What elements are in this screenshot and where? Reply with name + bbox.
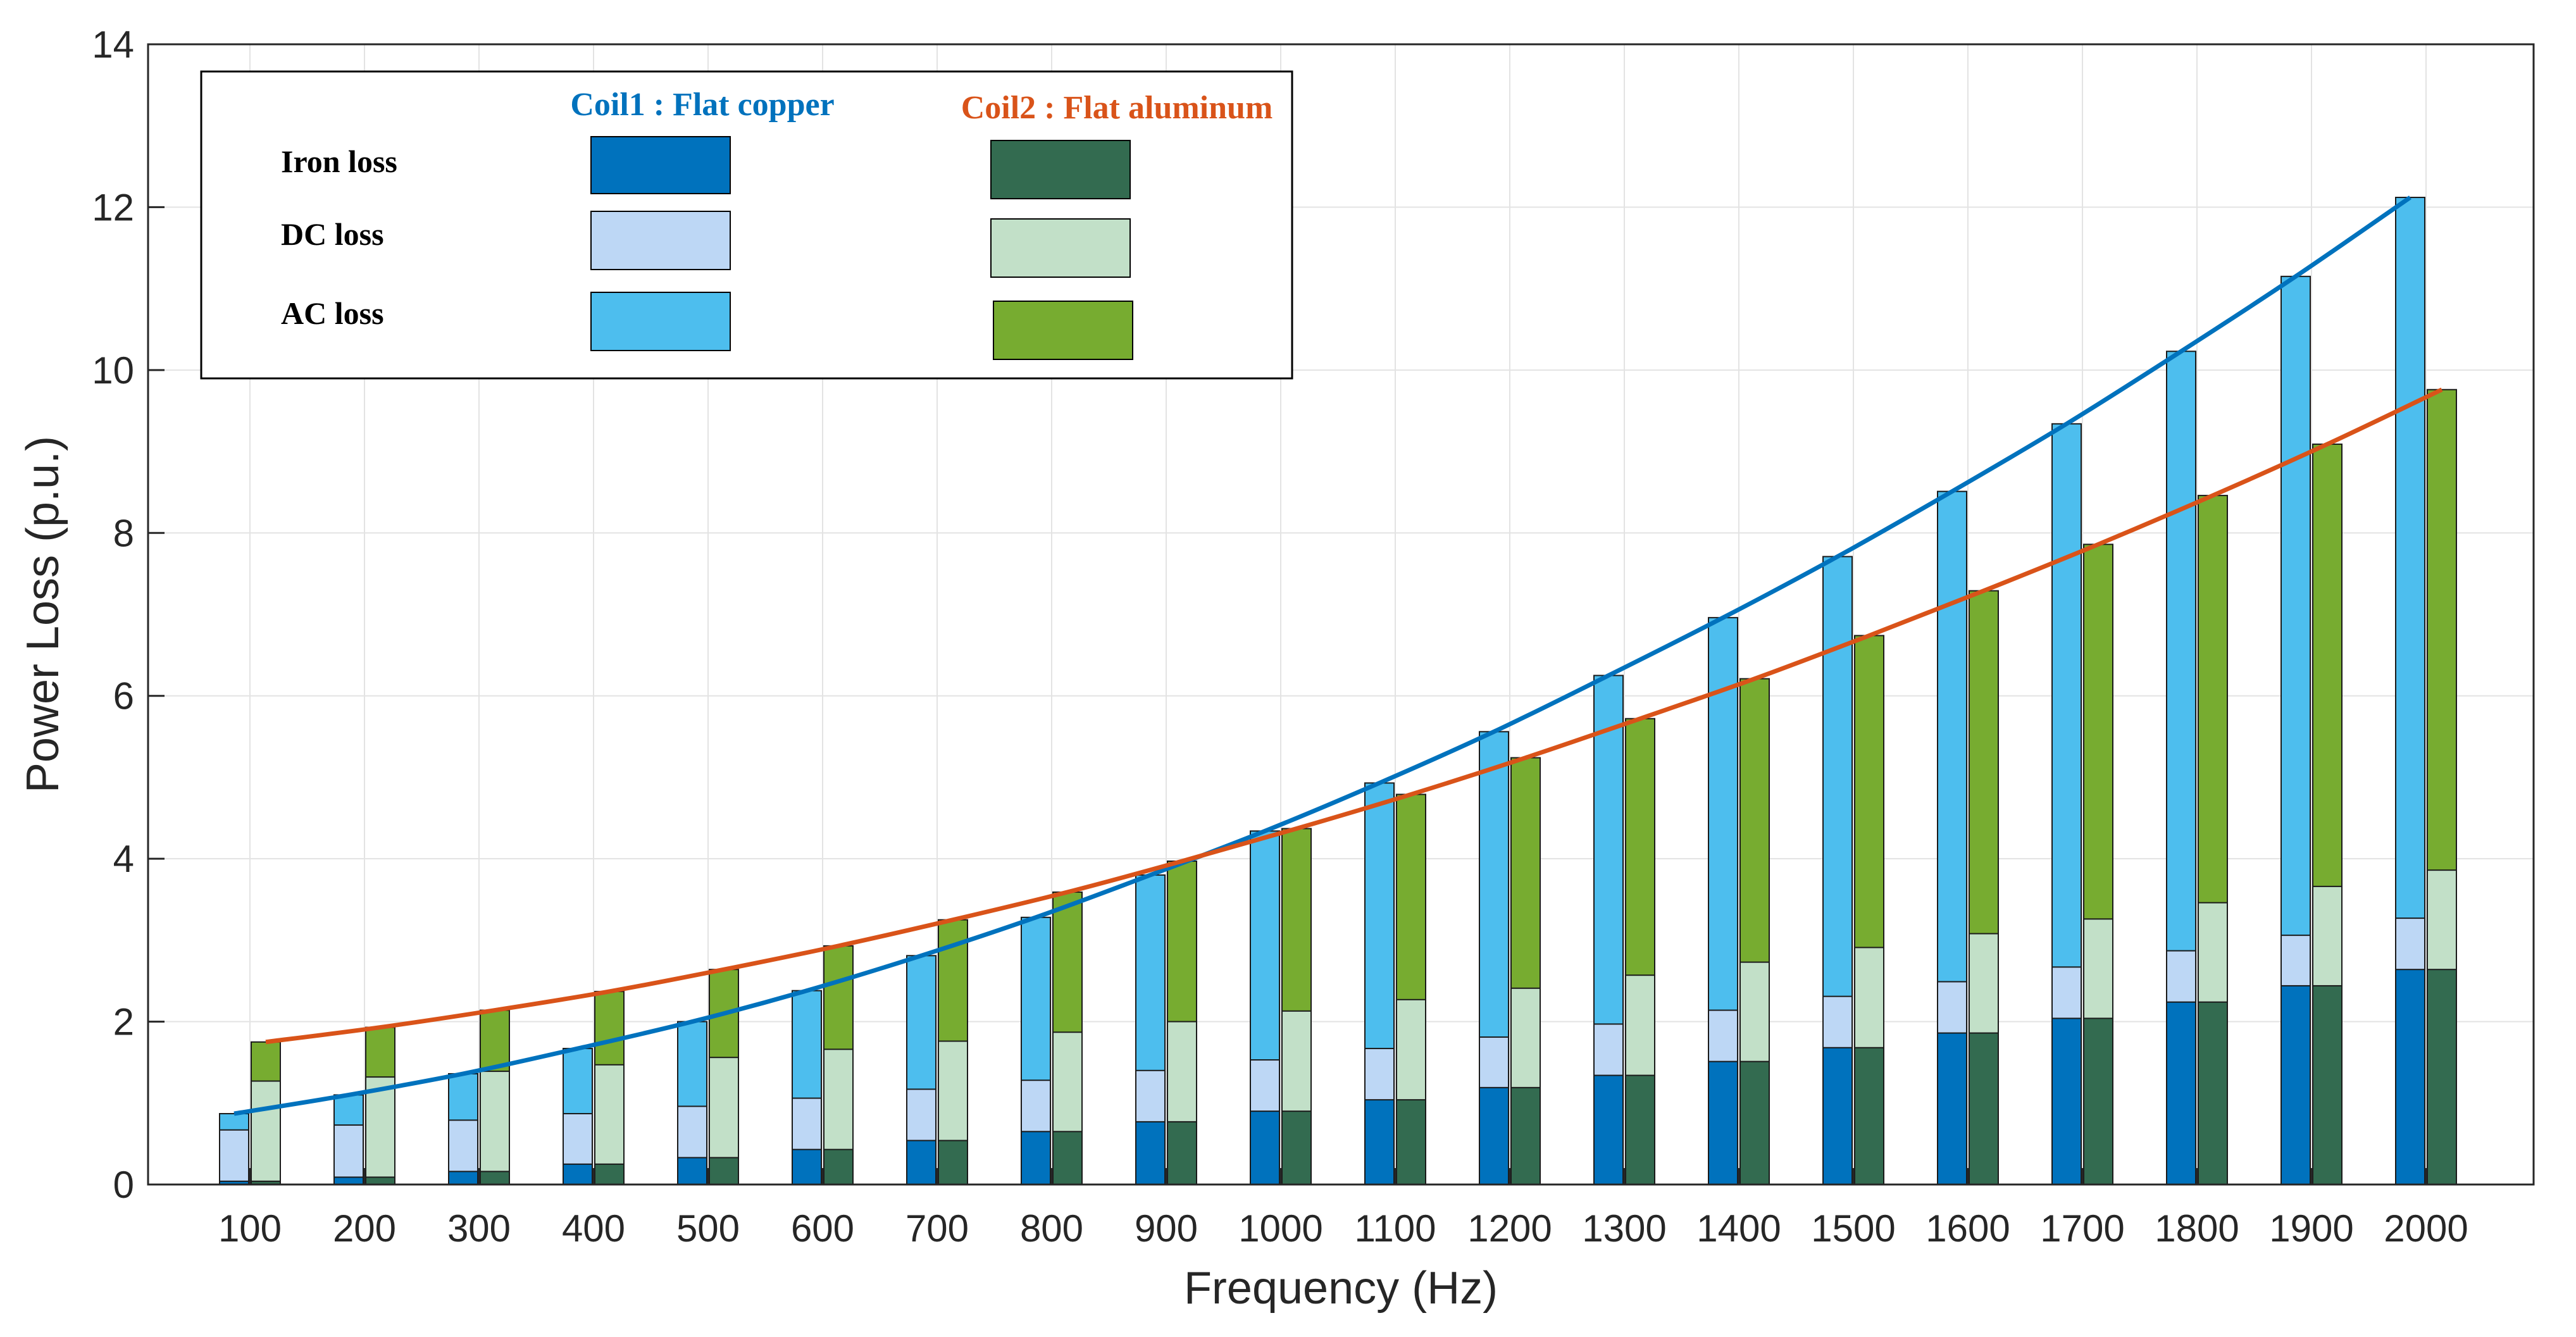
coil1-iron-bar bbox=[792, 1148, 822, 1185]
y-axis-ticks: 0 2 4 6 8 10 12 14 bbox=[92, 23, 165, 1206]
coil2-iron-bar bbox=[1739, 1060, 1770, 1186]
coil1-iron-bar bbox=[2166, 1001, 2196, 1186]
coil1-iron-bar bbox=[1021, 1131, 1051, 1185]
coil2-iron-bar bbox=[1510, 1086, 1541, 1185]
plot-frame bbox=[147, 43, 2535, 1186]
legend-row-iron: Iron loss bbox=[281, 144, 397, 179]
coil1-dc-bar bbox=[219, 1129, 249, 1186]
coil2-iron-bar bbox=[2427, 969, 2457, 1186]
x-tick-label: 1500 bbox=[1811, 1207, 1895, 1250]
legend: Coil1 : Flat copper Coil2 : Flat aluminu… bbox=[200, 70, 1293, 380]
x-axis-ticks: 100 200 300 400 500 600 700 800 900 1000 1100 1200 1… bbox=[218, 1168, 2468, 1250]
y-tick-label: 8 bbox=[113, 512, 134, 554]
coil1-iron-bar bbox=[333, 1176, 364, 1186]
x-tick-label: 1400 bbox=[1696, 1207, 1781, 1250]
coil1-iron-bar bbox=[677, 1157, 707, 1186]
coil2-iron-bar bbox=[594, 1163, 625, 1185]
coil2-iron-bar bbox=[1969, 1032, 1999, 1185]
x-tick-label: 1000 bbox=[1238, 1207, 1322, 1250]
coil1-iron-bar bbox=[1937, 1032, 1967, 1185]
y-tick-label: 2 bbox=[113, 1001, 134, 1043]
coil1-iron-bar bbox=[1708, 1060, 1738, 1186]
x-tick-label: 1200 bbox=[1467, 1207, 1552, 1250]
coil2-iron-bar bbox=[365, 1176, 395, 1186]
legend-swatch-coil2-iron bbox=[990, 140, 1131, 199]
legend-swatch-coil2-ac bbox=[993, 301, 1133, 360]
legend-coil2-header: Coil2 : Flat aluminum bbox=[961, 90, 1273, 126]
x-tick-label: 700 bbox=[905, 1207, 969, 1250]
coil1-iron-bar bbox=[1479, 1086, 1509, 1185]
coil2-iron-bar bbox=[1281, 1110, 1312, 1185]
coil1-iron-bar bbox=[563, 1163, 593, 1185]
y-tick-label: 4 bbox=[113, 838, 134, 880]
coil1-iron-bar bbox=[1364, 1099, 1395, 1185]
coil2-trend-line bbox=[265, 387, 2443, 1045]
coil1-iron-bar bbox=[448, 1171, 478, 1186]
x-axis-title: Frequency (Hz) bbox=[1184, 1263, 1498, 1314]
y-tick-label: 14 bbox=[92, 23, 134, 66]
legend-swatch-coil1-dc bbox=[590, 211, 731, 270]
x-tick-label: 1100 bbox=[1354, 1207, 1436, 1250]
x-tick-label: 400 bbox=[562, 1207, 625, 1250]
legend-row-dc: DC loss bbox=[281, 216, 384, 252]
x-tick-label: 2000 bbox=[2384, 1207, 2468, 1250]
coil1-iron-bar bbox=[1250, 1110, 1280, 1185]
x-tick-label: 900 bbox=[1135, 1207, 1198, 1250]
coil1-iron-bar bbox=[1822, 1047, 1853, 1186]
x-tick-label: 500 bbox=[676, 1207, 740, 1250]
coil1-iron-bar bbox=[1135, 1121, 1166, 1186]
legend-swatch-coil1-ac bbox=[590, 292, 731, 351]
coil2-iron-bar bbox=[1854, 1047, 1884, 1186]
coil2-dc-bar bbox=[251, 1080, 281, 1185]
legend-swatch-coil1-iron bbox=[590, 136, 731, 194]
legend-row-ac: AC loss bbox=[281, 295, 384, 331]
y-axis-title: Power Loss (p.u.) bbox=[18, 436, 68, 793]
coil2-dc-bar bbox=[480, 1071, 510, 1186]
y-tick-label: 12 bbox=[92, 186, 134, 228]
legend-swatch-coil2-dc bbox=[990, 218, 1131, 278]
coil2-iron-bar bbox=[2312, 985, 2343, 1185]
coil2-iron-bar bbox=[938, 1140, 968, 1185]
x-tick-label: 1700 bbox=[2040, 1207, 2124, 1250]
y-tick-label: 6 bbox=[113, 675, 134, 718]
coil2-iron-bar bbox=[1167, 1121, 1197, 1186]
y-tick-label: 0 bbox=[113, 1164, 134, 1206]
x-tick-label: 1900 bbox=[2269, 1207, 2353, 1250]
coil1-iron-bar bbox=[1593, 1074, 1624, 1185]
coil2-iron-bar bbox=[1625, 1074, 1655, 1185]
coil2-iron-bar bbox=[2083, 1017, 2113, 1185]
x-tick-label: 100 bbox=[218, 1207, 282, 1250]
coil2-iron-bar bbox=[823, 1148, 854, 1185]
x-tick-label: 200 bbox=[333, 1207, 396, 1250]
coil1-trend-line bbox=[233, 196, 2411, 1116]
coil1-iron-bar bbox=[2051, 1017, 2082, 1185]
trend-lines bbox=[233, 196, 2443, 1116]
coil1-iron-bar bbox=[2395, 969, 2425, 1186]
coil1-iron-bar bbox=[2280, 985, 2311, 1185]
x-tick-label: 800 bbox=[1020, 1207, 1083, 1250]
coil2-iron-bar bbox=[480, 1171, 510, 1186]
x-tick-label: 1300 bbox=[1582, 1207, 1666, 1250]
coil2-iron-bar bbox=[1396, 1099, 1426, 1185]
x-tick-label: 1800 bbox=[2155, 1207, 2239, 1250]
coil2-dc-bar bbox=[365, 1076, 395, 1186]
legend-coil1-header: Coil1 : Flat copper bbox=[570, 87, 834, 123]
coil2-iron-bar bbox=[1052, 1131, 1083, 1185]
coil1-iron-bar bbox=[906, 1140, 936, 1185]
x-tick-label: 300 bbox=[447, 1207, 511, 1250]
coil2-iron-bar bbox=[2198, 1001, 2228, 1186]
x-tick-label: 600 bbox=[791, 1207, 854, 1250]
x-tick-label: 1600 bbox=[1926, 1207, 2010, 1250]
coil2-iron-bar bbox=[709, 1157, 739, 1186]
y-tick-label: 10 bbox=[92, 349, 134, 392]
coil1-dc-bar bbox=[333, 1124, 364, 1185]
